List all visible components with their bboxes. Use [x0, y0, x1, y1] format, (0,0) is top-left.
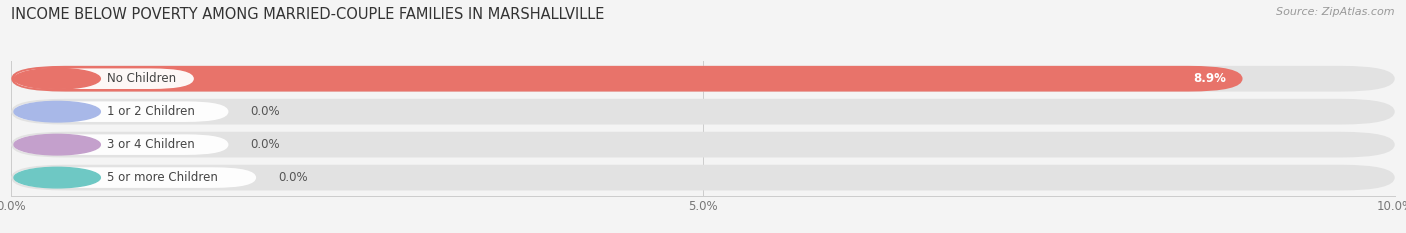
Text: 3 or 4 Children: 3 or 4 Children [107, 138, 195, 151]
FancyBboxPatch shape [11, 132, 1395, 158]
Text: Source: ZipAtlas.com: Source: ZipAtlas.com [1277, 7, 1395, 17]
FancyBboxPatch shape [14, 134, 228, 155]
Circle shape [14, 101, 100, 122]
FancyBboxPatch shape [14, 167, 256, 188]
Circle shape [14, 69, 100, 89]
Text: 0.0%: 0.0% [250, 138, 280, 151]
Text: 1 or 2 Children: 1 or 2 Children [107, 105, 195, 118]
FancyBboxPatch shape [11, 165, 1395, 190]
Text: 0.0%: 0.0% [250, 105, 280, 118]
Text: 0.0%: 0.0% [278, 171, 308, 184]
Text: INCOME BELOW POVERTY AMONG MARRIED-COUPLE FAMILIES IN MARSHALLVILLE: INCOME BELOW POVERTY AMONG MARRIED-COUPL… [11, 7, 605, 22]
FancyBboxPatch shape [14, 69, 194, 89]
Circle shape [14, 134, 100, 155]
Text: 8.9%: 8.9% [1194, 72, 1226, 85]
FancyBboxPatch shape [14, 101, 228, 122]
FancyBboxPatch shape [11, 99, 1395, 124]
Text: No Children: No Children [107, 72, 176, 85]
Circle shape [14, 167, 100, 188]
FancyBboxPatch shape [11, 66, 1243, 92]
FancyBboxPatch shape [11, 66, 1395, 92]
Text: 5 or more Children: 5 or more Children [107, 171, 218, 184]
